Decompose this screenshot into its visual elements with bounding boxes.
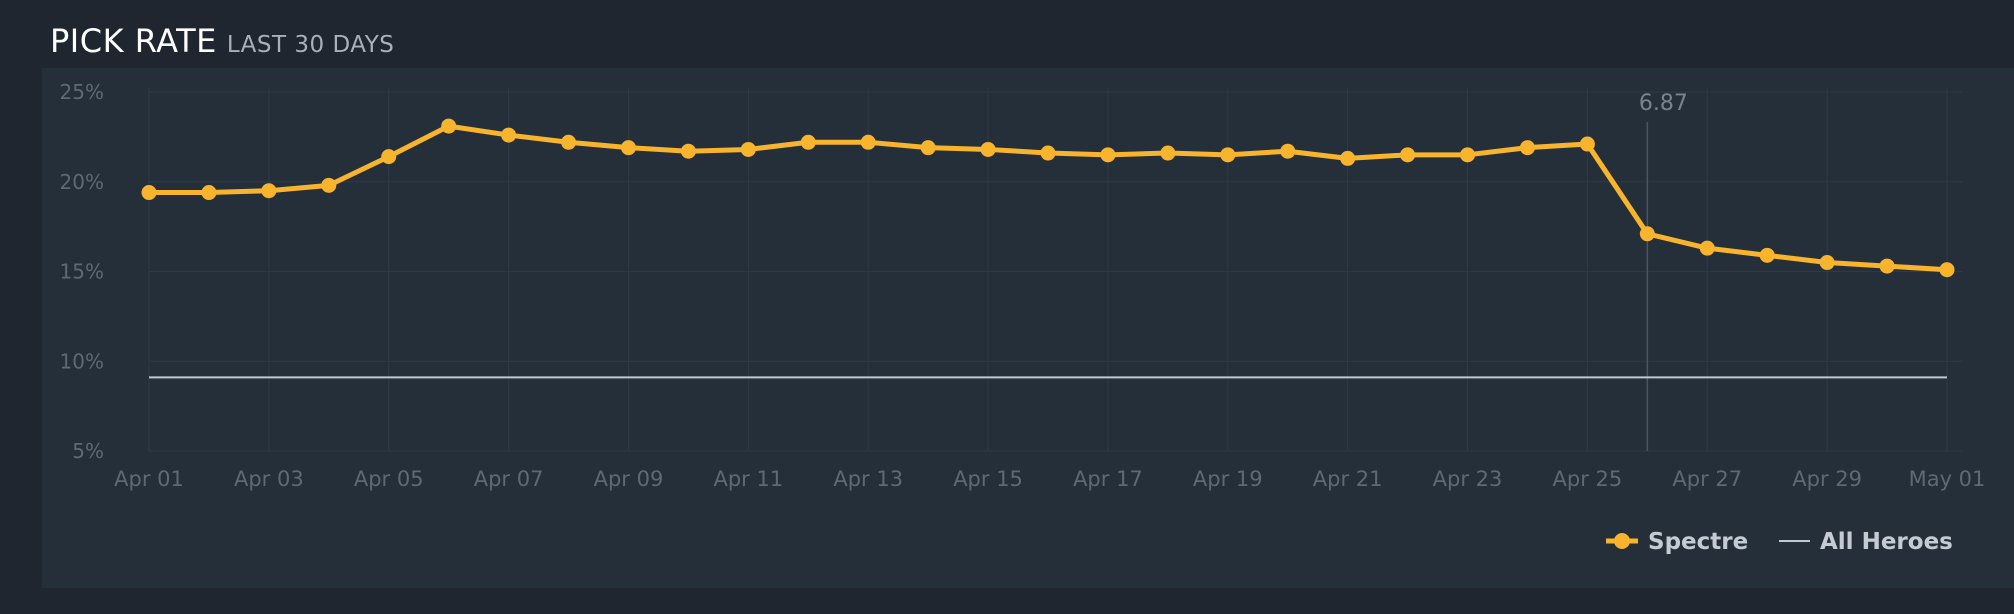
spectre-point[interactable] bbox=[1100, 147, 1116, 163]
x-tick-label: May 01 bbox=[1909, 467, 1986, 491]
spectre-point[interactable] bbox=[1040, 145, 1056, 161]
x-tick-label: Apr 09 bbox=[594, 467, 664, 491]
y-tick-label: 10% bbox=[60, 349, 104, 373]
x-tick-label: Apr 11 bbox=[713, 467, 783, 491]
spectre-point[interactable] bbox=[201, 185, 217, 201]
x-tick-label: Apr 13 bbox=[833, 467, 903, 491]
spectre-point[interactable] bbox=[1220, 147, 1236, 163]
spectre-point[interactable] bbox=[1160, 145, 1176, 161]
x-tick-label: Apr 07 bbox=[474, 467, 544, 491]
spectre-point[interactable] bbox=[1939, 262, 1955, 278]
spectre-point[interactable] bbox=[1639, 226, 1655, 242]
y-tick-label: 15% bbox=[60, 260, 104, 284]
spectre-point[interactable] bbox=[1400, 147, 1416, 163]
spectre-point[interactable] bbox=[1759, 247, 1775, 263]
legend: Spectre All Heroes bbox=[1606, 529, 1953, 555]
spectre-point[interactable] bbox=[800, 134, 816, 150]
x-tick-label: Apr 15 bbox=[953, 467, 1023, 491]
patch-marker-label: 6.87 bbox=[1639, 91, 1688, 116]
legend-all-heroes-label[interactable]: All Heroes bbox=[1820, 529, 1953, 555]
spectre-point[interactable] bbox=[1579, 136, 1595, 152]
spectre-point[interactable] bbox=[740, 141, 756, 157]
legend-spectre-label[interactable]: Spectre bbox=[1648, 529, 1748, 555]
spectre-point[interactable] bbox=[980, 141, 996, 157]
spectre-point[interactable] bbox=[1340, 150, 1356, 166]
x-tick-label: Apr 29 bbox=[1792, 467, 1862, 491]
spectre-point[interactable] bbox=[501, 127, 517, 143]
spectre-point[interactable] bbox=[141, 185, 157, 201]
chart-header: PICK RATE LAST 30 DAYS bbox=[50, 22, 394, 60]
y-axis: 25% 20% 15% 10% 5% bbox=[60, 80, 104, 463]
x-tick-label: Apr 25 bbox=[1553, 467, 1623, 491]
legend-spectre-marker bbox=[1614, 533, 1630, 549]
spectre-point[interactable] bbox=[680, 143, 696, 159]
spectre-point[interactable] bbox=[1460, 147, 1476, 163]
chart-subtitle: LAST 30 DAYS bbox=[226, 32, 395, 58]
x-tick-label: Apr 03 bbox=[234, 467, 304, 491]
spectre-point[interactable] bbox=[1879, 258, 1895, 274]
spectre-point[interactable] bbox=[381, 149, 397, 165]
x-tick-label: Apr 23 bbox=[1433, 467, 1503, 491]
x-tick-label: Apr 27 bbox=[1672, 467, 1742, 491]
x-tick-label: Apr 01 bbox=[114, 467, 184, 491]
x-axis: Apr 01 Apr 03 Apr 05 Apr 07 Apr 09 Apr 11 Apr … bbox=[114, 467, 1985, 491]
spectre-point[interactable] bbox=[1519, 140, 1535, 156]
spectre-point[interactable] bbox=[620, 140, 636, 156]
spectre-point[interactable] bbox=[441, 118, 457, 134]
spectre-point[interactable] bbox=[860, 134, 876, 150]
spectre-point[interactable] bbox=[1699, 240, 1715, 256]
grid bbox=[148, 88, 1962, 452]
chart-title: PICK RATE bbox=[50, 22, 217, 60]
series-layer bbox=[141, 118, 1955, 379]
y-tick-label: 5% bbox=[72, 439, 104, 463]
x-tick-label: Apr 05 bbox=[354, 467, 424, 491]
y-tick-label: 20% bbox=[60, 170, 104, 194]
x-tick-label: Apr 19 bbox=[1193, 467, 1263, 491]
spectre-point[interactable] bbox=[1819, 255, 1835, 271]
patch-annotation: 6.87 bbox=[1639, 91, 1688, 451]
spectre-point[interactable] bbox=[561, 134, 577, 150]
x-tick-label: Apr 17 bbox=[1073, 467, 1143, 491]
spectre-point[interactable] bbox=[1280, 143, 1296, 159]
chart-panel bbox=[42, 68, 2014, 588]
y-tick-label: 25% bbox=[60, 80, 104, 104]
x-tick-label: Apr 21 bbox=[1313, 467, 1383, 491]
spectre-point[interactable] bbox=[321, 177, 337, 193]
spectre-point[interactable] bbox=[920, 140, 936, 156]
spectre-point[interactable] bbox=[261, 183, 277, 199]
